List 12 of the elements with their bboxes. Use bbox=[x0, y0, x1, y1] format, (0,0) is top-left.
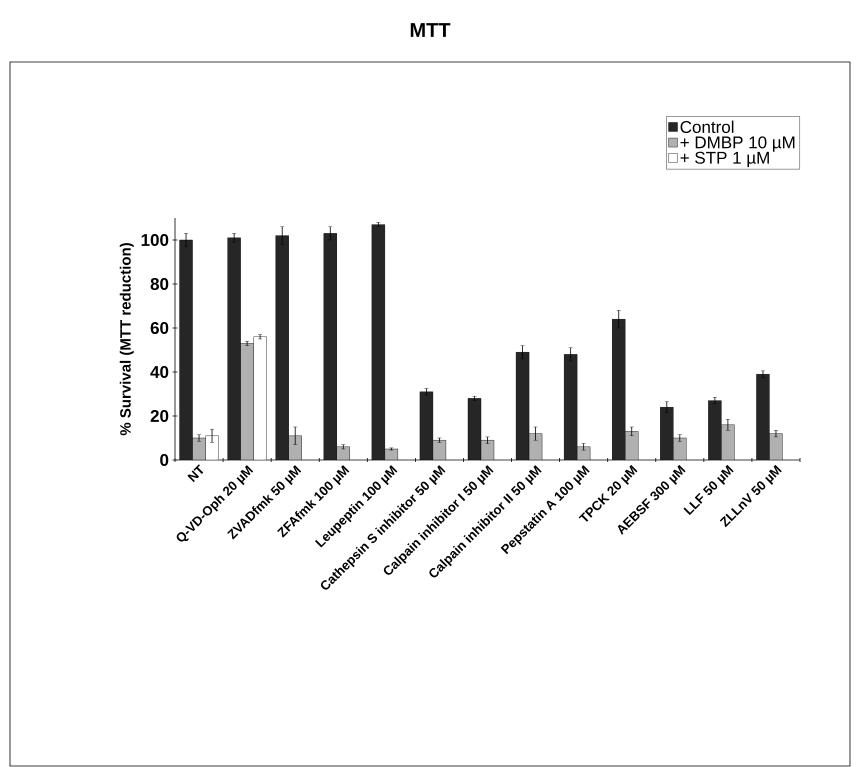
y-tick-label: 80 bbox=[150, 278, 168, 290]
x-tick-label: NT bbox=[187, 464, 204, 482]
y-tick-label: 60 bbox=[150, 322, 168, 334]
legend-label: + DMBP 10 µM bbox=[680, 136, 794, 152]
legend-label: Control bbox=[680, 120, 734, 134]
y-axis-title: % Survival (MTT reduction) bbox=[120, 243, 134, 436]
legend-label: + STP 1 µM bbox=[680, 152, 769, 168]
y-tick-label: 20 bbox=[150, 410, 168, 422]
y-tick-label: 40 bbox=[150, 366, 168, 378]
y-tick-label: 0 bbox=[160, 454, 168, 466]
chart-title: MTT bbox=[410, 23, 450, 37]
y-tick-label: 100 bbox=[142, 234, 168, 246]
